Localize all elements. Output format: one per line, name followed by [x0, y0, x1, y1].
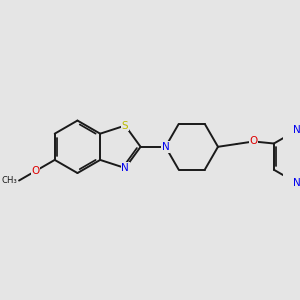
Text: N: N [162, 142, 170, 152]
Text: CH₃: CH₃ [2, 176, 18, 185]
Text: N: N [121, 163, 129, 173]
Text: N: N [293, 125, 300, 135]
Text: N: N [293, 178, 300, 188]
Text: O: O [249, 136, 258, 146]
Text: O: O [31, 166, 40, 176]
Text: S: S [122, 121, 128, 130]
